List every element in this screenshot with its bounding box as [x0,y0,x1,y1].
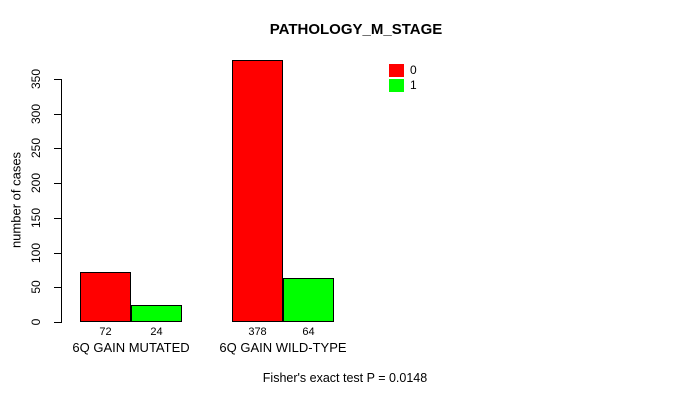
category-label: 6Q GAIN WILD-TYPE [219,340,347,355]
y-tick-mark [54,322,61,323]
y-tick-label: 100 [29,242,43,264]
y-tick-label: 300 [29,103,43,125]
y-tick-mark [54,114,61,115]
legend-swatch-icon [389,79,404,92]
y-tick-mark [54,218,61,219]
legend-label: 0 [410,63,417,77]
y-tick-label: 200 [29,172,43,194]
y-tick-label: 0 [29,318,43,326]
y-tick-mark [54,253,61,254]
y-tick-mark [54,79,61,80]
legend-entry: 1 [389,79,417,92]
y-tick-label: 50 [29,280,43,294]
bar-value-label: 72 [99,326,112,338]
category-label: 6Q GAIN MUTATED [72,340,190,355]
y-tick-label: 250 [29,137,43,159]
y-tick-mark [54,148,61,149]
chart-title: PATHOLOGY_M_STAGE [269,21,443,38]
y-axis-line [61,79,62,323]
bar-1-6q-gain-mutated [131,305,182,322]
bar-1-6q-gain-wild-type [283,278,334,322]
bar-0-6q-gain-mutated [80,272,131,322]
legend-label: 1 [410,78,417,92]
y-axis-label: number of cases [8,151,24,249]
bar-value-label: 64 [302,326,315,338]
bar-value-label: 24 [150,326,163,338]
fisher-test-annotation: Fisher's exact test P = 0.0148 [262,371,428,385]
legend-swatch-icon [389,64,404,77]
y-tick-mark [54,287,61,288]
y-tick-mark [54,183,61,184]
legend-entry: 0 [389,64,417,77]
bar-0-6q-gain-wild-type [232,60,283,322]
y-tick-label: 350 [29,68,43,90]
y-tick-label: 150 [29,207,43,229]
bar-value-label: 378 [248,326,267,338]
